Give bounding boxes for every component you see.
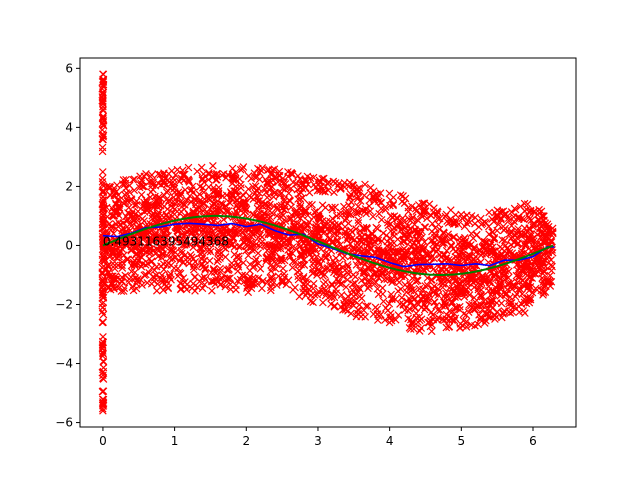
axes-frame (79, 57, 577, 428)
x-tick-label: 5 (457, 434, 465, 448)
y-tick-label: −2 (55, 297, 73, 311)
x-tick-label: 6 (529, 434, 537, 448)
axis-ticks: 0 1 2 3 4 5 6 −6 −4 −2 0 2 4 6 (55, 61, 537, 448)
y-tick-label: −4 (55, 357, 73, 371)
x-tick-label: 4 (386, 434, 394, 448)
y-tick-label: 0 (65, 238, 73, 252)
y-tick-label: 4 (65, 120, 73, 134)
annotation-text: 0.493116395494368 (103, 234, 229, 248)
y-tick-label: 6 (65, 61, 73, 75)
y-tick-label: 2 (65, 179, 73, 193)
line-series-layer (102, 214, 555, 276)
x-tick-label: 0 (99, 434, 107, 448)
sine-curve-line (102, 214, 554, 276)
x-tick-label: 1 (171, 434, 179, 448)
y-tick-label: −6 (55, 416, 73, 430)
x-tick-label: 3 (314, 434, 322, 448)
x-tick-label: 2 (242, 434, 250, 448)
fit-curve-line (102, 222, 555, 268)
